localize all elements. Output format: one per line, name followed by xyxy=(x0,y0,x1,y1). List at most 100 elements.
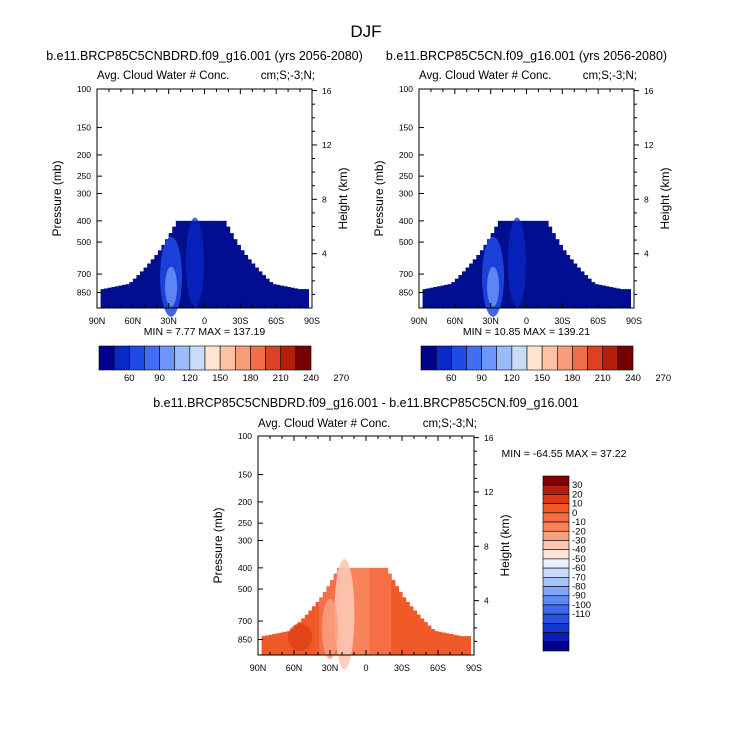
y-axis-label-right: Height (km) xyxy=(336,167,350,229)
x-tick-label: 90N xyxy=(411,316,428,326)
colorbar-box xyxy=(602,345,619,371)
chart-title: b.e11.BRCP85C5CNBDRD.f09_g16.001 (yrs 20… xyxy=(46,49,363,63)
data-cell xyxy=(427,625,432,655)
colorbar-box xyxy=(542,595,570,606)
y-tick-label: 700 xyxy=(399,269,413,279)
data-cell xyxy=(423,622,428,655)
chart-title: b.e11.BRCP85C5CNBDRD.f09_g16.001 - b.e11… xyxy=(153,396,579,410)
data-cell xyxy=(366,567,371,655)
colorbar-box xyxy=(542,604,570,615)
colorbar-box xyxy=(542,641,570,652)
data-cell xyxy=(462,271,467,308)
data-cell xyxy=(433,287,438,308)
data-cell xyxy=(580,271,585,308)
colorbar-label: 270 xyxy=(333,373,349,384)
data-cell xyxy=(533,220,538,308)
data-cell xyxy=(319,597,324,655)
colorbar-label: 210 xyxy=(273,373,289,384)
colorbar-box xyxy=(542,484,570,495)
data-cell xyxy=(558,244,563,308)
data-cell xyxy=(456,635,461,655)
data-cell xyxy=(279,632,284,655)
data-cell xyxy=(276,284,281,308)
colorbar-box xyxy=(587,345,604,371)
data-cell xyxy=(154,254,159,308)
x-tick-label: 90S xyxy=(626,316,642,326)
y-axis-label: Pressure (mb) xyxy=(211,507,225,583)
colorbar-label: 180 xyxy=(242,373,258,384)
data-cell xyxy=(312,606,317,655)
colorbar-label: 90 xyxy=(154,373,165,384)
colorbar-box xyxy=(542,512,570,523)
colorbar: 60 90 120 150 180 210 240 270 xyxy=(98,345,349,384)
data-cell xyxy=(222,220,227,308)
data-cell xyxy=(114,286,120,308)
data-contour xyxy=(165,266,178,307)
data-cell xyxy=(104,288,109,308)
data-cell xyxy=(479,250,485,308)
x-tick-label: 60N xyxy=(286,663,303,673)
data-cell xyxy=(591,282,596,308)
data-cell xyxy=(376,567,381,655)
x-tick-label: 90N xyxy=(250,663,267,673)
colorbar-box xyxy=(234,345,251,371)
data-cell xyxy=(283,286,288,308)
data-cell xyxy=(268,634,273,655)
y-tick-label: 250 xyxy=(238,518,252,528)
colorbar-box xyxy=(542,503,570,514)
data-cell xyxy=(466,636,471,655)
data-cell xyxy=(626,289,632,308)
data-cell xyxy=(150,259,155,308)
colorbar-box xyxy=(98,345,115,371)
data-cell xyxy=(594,284,599,308)
colorbar-box xyxy=(159,345,176,371)
data-cell xyxy=(465,267,470,308)
colorbar-label: 60 xyxy=(446,373,457,384)
data-cell xyxy=(183,220,188,308)
data-cell xyxy=(573,263,578,308)
data-cell xyxy=(422,289,427,308)
data-cell xyxy=(438,631,443,655)
data-cell xyxy=(576,267,581,308)
y-tick-label: 500 xyxy=(399,237,413,247)
data-cell xyxy=(265,635,270,655)
data-cell xyxy=(265,278,270,308)
data-cell xyxy=(143,267,148,308)
data-cell xyxy=(215,220,220,308)
y-tick-label: 150 xyxy=(77,123,91,133)
data-cell xyxy=(452,634,457,655)
data-cell xyxy=(463,636,468,655)
y-tick-label: 300 xyxy=(77,188,91,198)
data-cell xyxy=(459,636,464,655)
colorbar-box xyxy=(542,549,570,560)
data-cell xyxy=(472,259,477,308)
data-cell xyxy=(229,233,234,308)
colorbar-label: -30 xyxy=(572,535,586,546)
colorbar-label: -90 xyxy=(572,591,586,602)
colorbar-box xyxy=(250,345,266,371)
colorbar-label: 30 xyxy=(572,480,583,491)
colorbar: 3020100-10-20-30-40-50-60-70-80-90-100-1… xyxy=(542,475,591,652)
data-cell xyxy=(551,233,556,308)
data-cell xyxy=(107,287,112,308)
y-tick-label-right: 16 xyxy=(644,86,654,96)
data-cell xyxy=(251,263,256,308)
data-cell xyxy=(384,567,389,655)
data-cell xyxy=(247,259,252,308)
data-cell xyxy=(544,220,549,308)
stats-text: MIN = -64.55 MAX = 37.22 xyxy=(502,448,627,460)
data-cell xyxy=(211,220,216,308)
data-cell xyxy=(204,220,209,308)
data-cell xyxy=(369,567,374,655)
colorbar-label: 270 xyxy=(655,373,671,384)
y-tick-label-right: 4 xyxy=(484,596,489,606)
data-cell xyxy=(476,254,481,308)
data-cell xyxy=(243,254,249,308)
colorbar-box xyxy=(542,558,570,569)
colorbar-box xyxy=(542,475,570,486)
y-axis-label: Pressure (mb) xyxy=(372,160,386,236)
colorbar-box xyxy=(435,345,452,371)
x-tick-label: 30S xyxy=(394,663,410,673)
chart-subtitle-right: cm;S;-3;N; xyxy=(583,70,637,82)
colorbar-label: -50 xyxy=(572,554,586,565)
